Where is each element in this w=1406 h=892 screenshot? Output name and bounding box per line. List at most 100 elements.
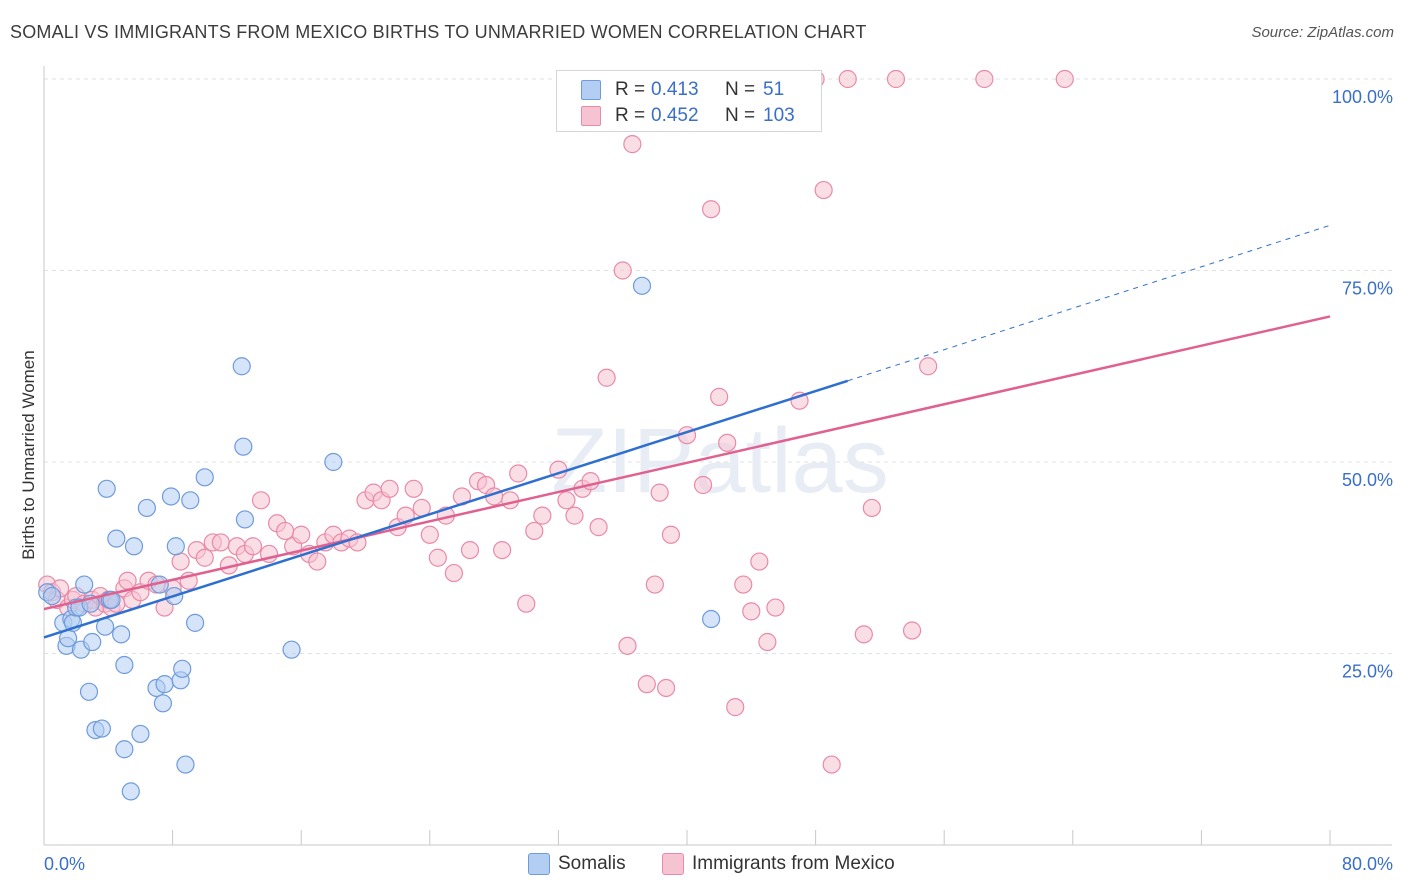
r-value: 0.452	[651, 105, 699, 126]
mexico-point	[243, 537, 263, 556]
somali-point	[92, 719, 111, 738]
y-tick-label: 100.0%	[1332, 87, 1393, 107]
somali-point	[632, 276, 652, 295]
somali-point	[195, 468, 214, 487]
somali-point	[75, 575, 94, 594]
legend-label: Immigrants from Mexico	[692, 853, 895, 874]
mexico-point	[1055, 69, 1074, 89]
mexico-point	[557, 491, 576, 510]
mexico-point	[645, 575, 664, 594]
mexico-point	[525, 521, 544, 541]
r-value: 0.413	[651, 79, 699, 100]
mexico-point	[734, 575, 753, 594]
r-label: R =	[615, 105, 646, 126]
mexico-point	[493, 540, 512, 560]
mexico-point	[171, 552, 190, 571]
legend-row-mexico: R = 0.452 N = 103	[557, 103, 821, 129]
grid-lines	[44, 78, 1392, 654]
somali-point	[235, 510, 255, 529]
mexico-point	[657, 678, 676, 698]
blue-swatch	[528, 853, 550, 875]
somali-point	[153, 694, 173, 713]
mexico-point	[693, 475, 713, 495]
mexico-point	[618, 636, 637, 655]
mexico-point	[404, 479, 423, 498]
pink-swatch	[662, 853, 684, 875]
n-label: N =	[725, 79, 756, 100]
mexico-point	[292, 525, 311, 544]
mexico-point	[308, 552, 327, 571]
mexico-point	[750, 552, 769, 571]
x-tick-label: 0.0%	[44, 854, 85, 874]
somali-point	[234, 437, 253, 456]
y-tick-label: 50.0%	[1342, 470, 1393, 490]
mexico-point	[710, 387, 729, 406]
x-tick-labels: 0.0% 80.0%	[44, 854, 1393, 874]
y-tick-label: 25.0%	[1342, 662, 1393, 682]
somali-point	[166, 537, 185, 556]
mexico-point	[650, 483, 669, 502]
somali-point	[282, 640, 301, 659]
mexico-point	[589, 518, 608, 537]
chart-title: SOMALI VS IMMIGRANTS FROM MEXICO BIRTHS …	[10, 22, 867, 42]
x-tick-label: 80.0%	[1342, 854, 1393, 874]
somali-point	[161, 487, 181, 506]
mexico-point	[509, 464, 528, 483]
mexico-point	[380, 479, 399, 498]
somali-trend-extension	[847, 224, 1331, 382]
mexico-point	[862, 498, 881, 518]
mexico-point	[975, 69, 994, 89]
mexico-point	[613, 261, 632, 280]
somali-point	[181, 491, 200, 510]
mexico-point	[251, 491, 271, 510]
somali-point	[173, 659, 192, 678]
mexico-point	[919, 357, 938, 376]
somali-points	[38, 276, 721, 801]
mexico-point	[211, 533, 230, 552]
mexico-point	[533, 506, 552, 525]
somali-point	[186, 613, 205, 632]
mexico-point	[460, 540, 480, 560]
y-tick-labels: 25.0% 50.0% 75.0% 100.0%	[1332, 87, 1393, 682]
somali-point	[115, 740, 134, 759]
somali-point	[124, 537, 144, 556]
mexico-point	[637, 675, 656, 694]
somali-point	[702, 609, 721, 629]
y-tick-label: 75.0%	[1342, 279, 1393, 299]
mexico-point	[718, 433, 737, 452]
legend-label: Somalis	[558, 853, 626, 874]
n-value: 51	[763, 79, 785, 100]
mexico-point	[444, 563, 464, 583]
somali-point	[176, 755, 195, 774]
y-axis-title: Births to Unmarried Women	[19, 350, 38, 559]
watermark: ZIPatlas	[551, 410, 888, 512]
r-label: R =	[615, 79, 646, 100]
mexico-trend-line	[43, 315, 1331, 611]
somali-point	[97, 479, 116, 498]
somali-point	[79, 682, 99, 701]
mexico-point	[726, 698, 745, 717]
legend-row-somalis: R = 0.413 N = 51	[557, 77, 821, 103]
n-value: 103	[763, 105, 795, 126]
axes	[43, 66, 1392, 846]
somali-point	[131, 724, 150, 744]
somali-point	[137, 498, 156, 518]
somali-point	[112, 625, 131, 644]
mexico-point	[902, 621, 922, 640]
mexico-point	[428, 548, 447, 567]
somali-point	[107, 529, 126, 548]
mexico-point	[565, 506, 584, 525]
mexico-point	[702, 200, 721, 219]
somali-point	[42, 586, 62, 606]
trend-lines	[43, 224, 1331, 639]
mexico-point	[276, 521, 295, 541]
mexico-point	[758, 632, 777, 652]
blue-swatch	[581, 80, 601, 100]
mexico-point	[742, 602, 761, 621]
mexico-point	[822, 755, 841, 774]
mexico-point	[854, 625, 873, 644]
somali-point	[115, 655, 134, 675]
mexico-point	[623, 135, 642, 154]
somali-point	[155, 675, 174, 694]
